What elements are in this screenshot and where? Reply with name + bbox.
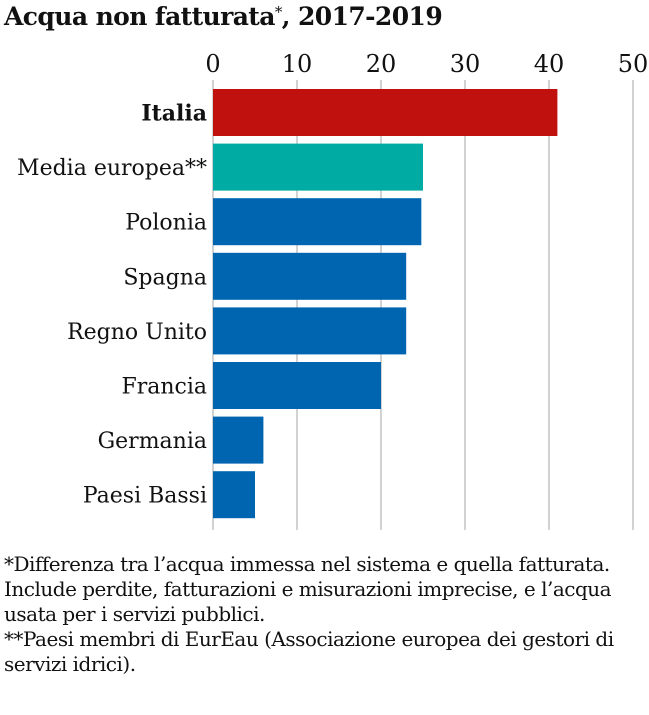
bar	[213, 143, 423, 191]
x-tick-label: 30	[450, 50, 481, 78]
x-tick-label: 0	[205, 50, 220, 78]
chart-title-suffix: , 2017-2019	[281, 2, 443, 31]
title-footnote-marker: *	[274, 3, 282, 21]
chart-title: Acqua non fatturata*, 2017-2019	[4, 2, 443, 31]
x-tick-label: 20	[366, 50, 397, 78]
bars	[213, 89, 558, 519]
bar	[213, 89, 558, 136]
bar	[213, 307, 407, 355]
category-label: Germania	[98, 429, 207, 454]
category-label: Spagna	[123, 265, 207, 290]
bar	[213, 252, 407, 300]
bar	[213, 471, 255, 519]
chart-title-text: Acqua non fatturata	[4, 2, 275, 31]
bar	[213, 198, 422, 246]
bar	[213, 416, 264, 464]
footnotes: *Differenza tra l’acqua immessa nel sist…	[4, 552, 644, 677]
footnote-2: **Paesi membri di EurEau (Associazione e…	[4, 627, 614, 676]
bar	[213, 362, 381, 409]
x-axis-tick-labels: 0 10 20 30 40 50	[205, 50, 648, 78]
footnote-1: *Differenza tra l’acqua immessa nel sist…	[4, 552, 612, 626]
x-tick-label: 40	[534, 50, 565, 78]
category-label: Polonia	[125, 211, 207, 236]
category-label: Paesi Bassi	[83, 484, 207, 509]
category-label: Media europea**	[17, 156, 207, 181]
x-tick-label: 10	[282, 50, 313, 78]
category-label: Italia	[141, 101, 207, 127]
category-label: Regno Unito	[67, 320, 207, 345]
category-labels: Italia Media europea** Polonia Spagna Regno …	[17, 101, 207, 509]
category-label: Francia	[121, 375, 207, 400]
x-tick-label: 50	[618, 50, 649, 78]
